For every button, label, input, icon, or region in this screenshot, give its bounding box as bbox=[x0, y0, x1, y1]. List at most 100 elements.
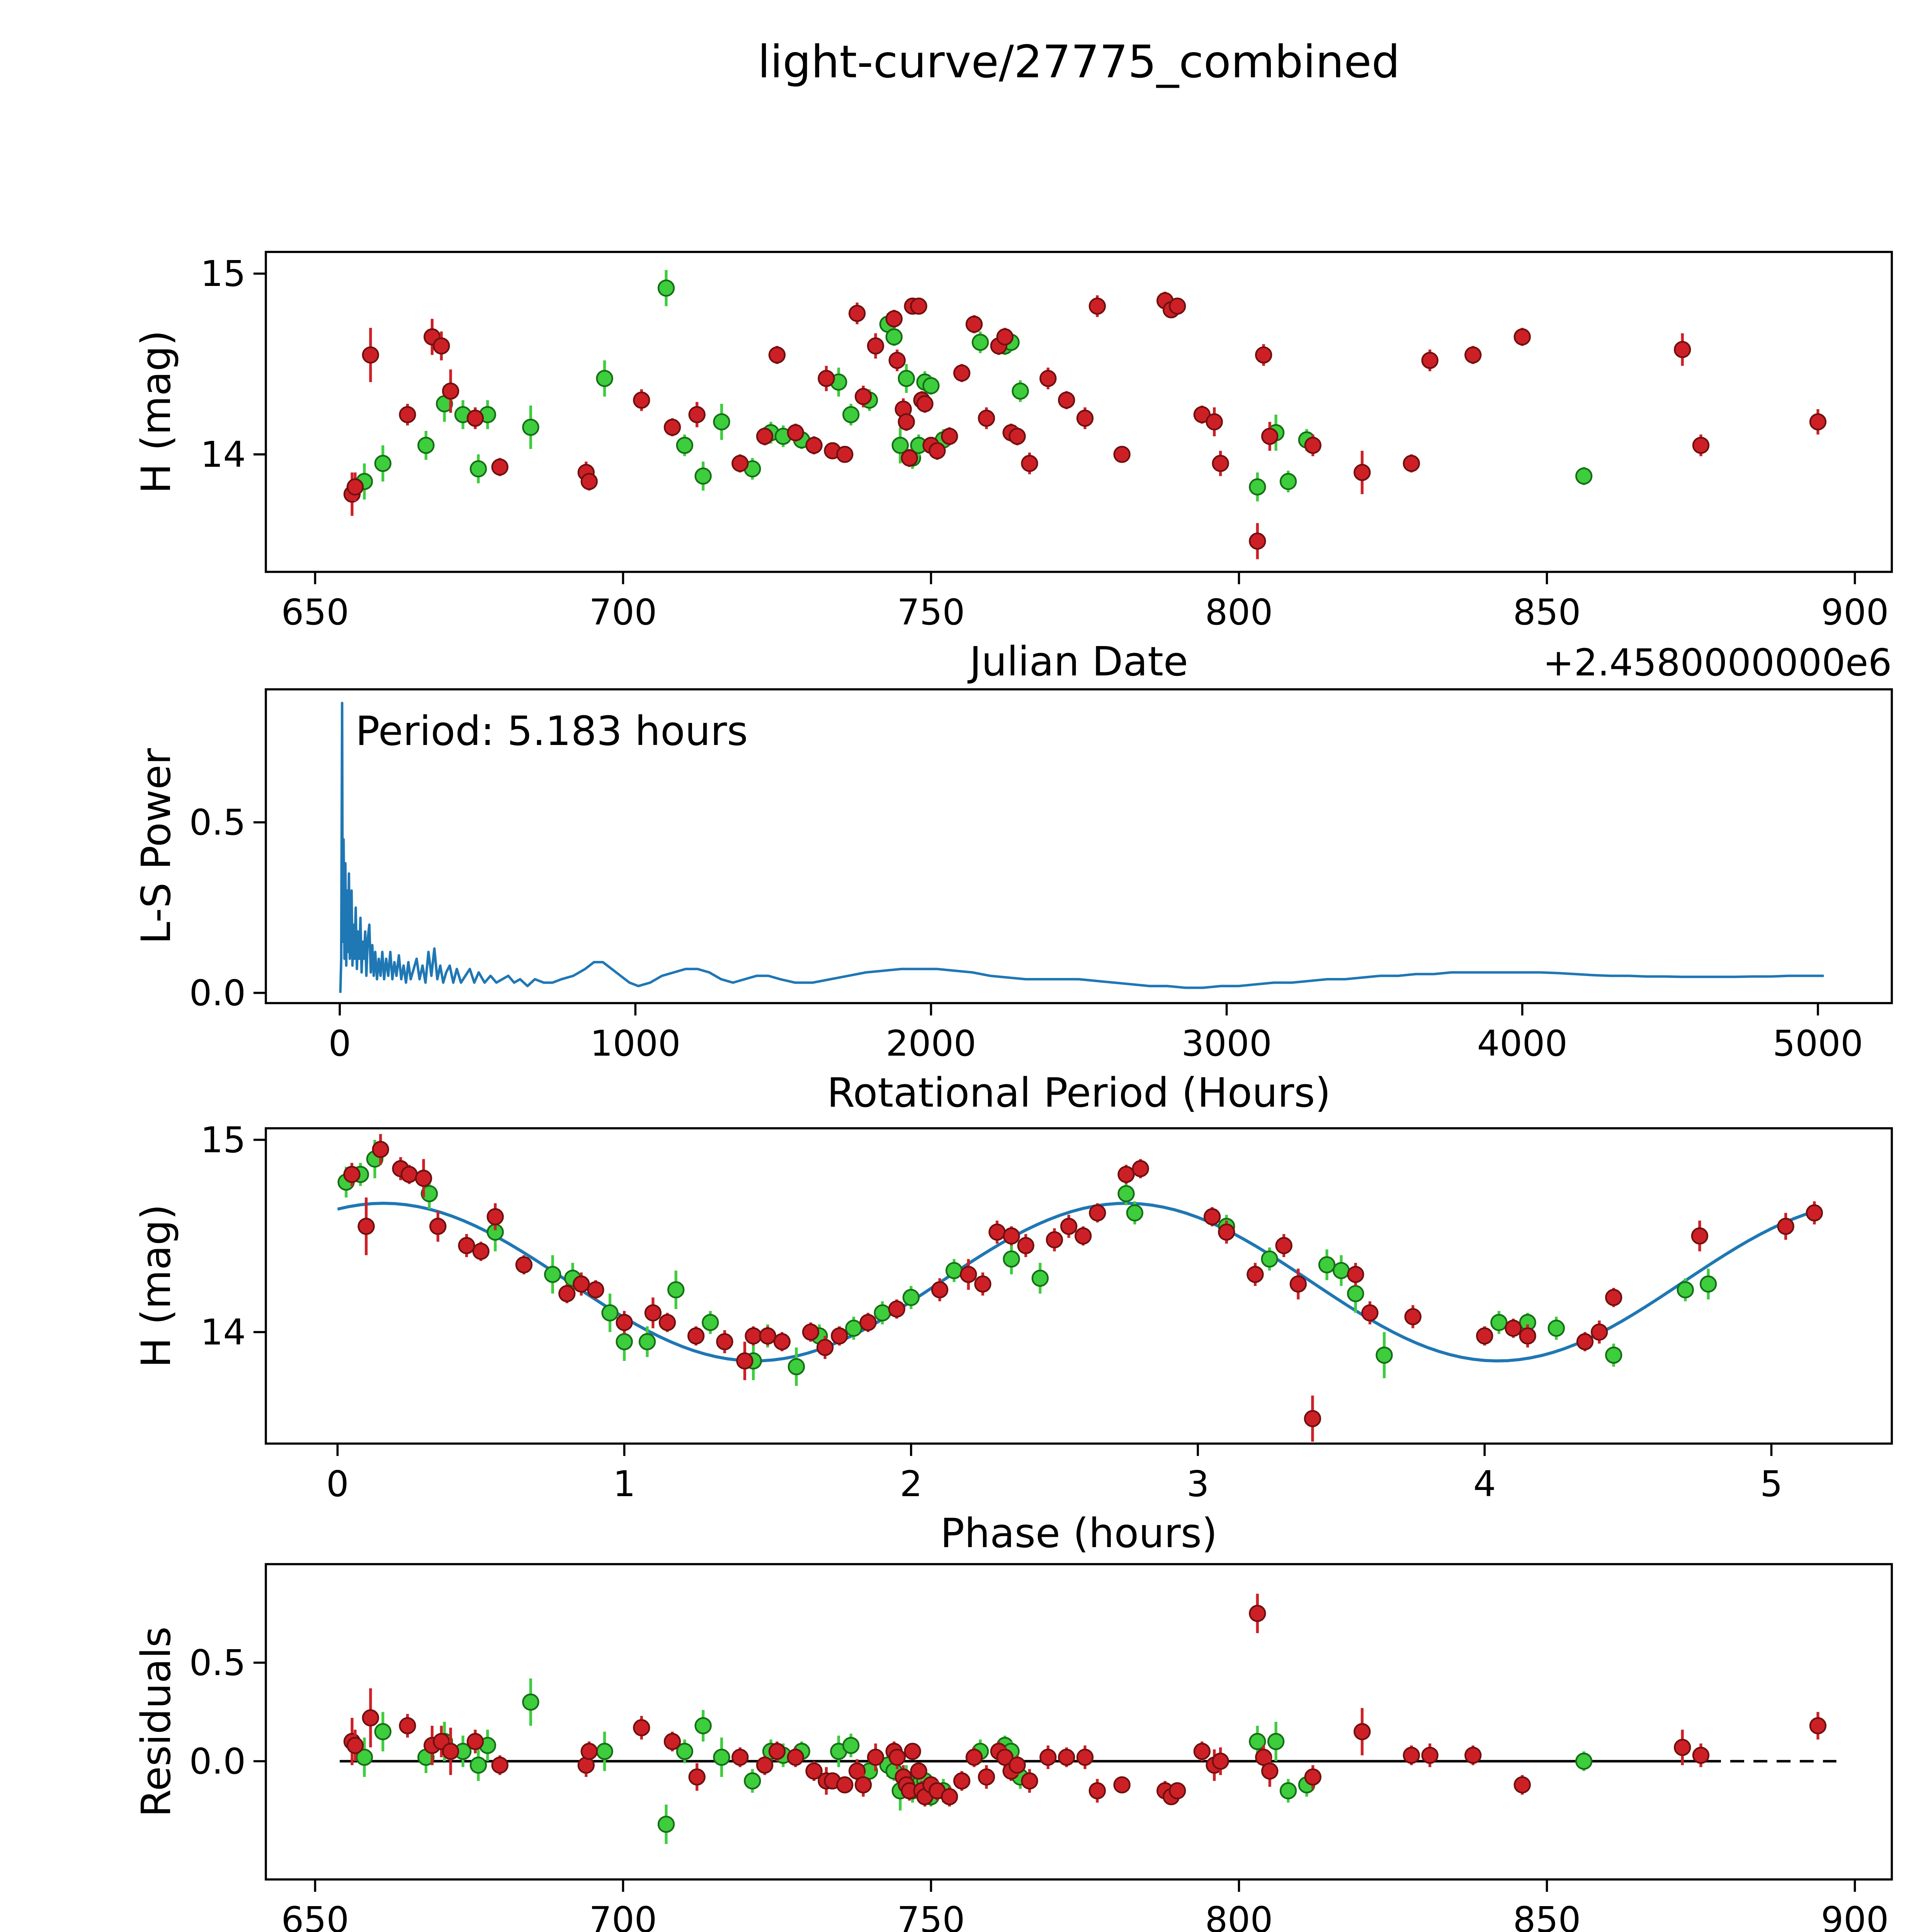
data-point bbox=[1275, 1237, 1293, 1254]
data-point bbox=[859, 1314, 877, 1331]
data-point bbox=[1058, 391, 1075, 409]
x-tick-label: 650 bbox=[281, 592, 349, 633]
data-point bbox=[1464, 346, 1482, 364]
data-point bbox=[1519, 1327, 1536, 1345]
data-point bbox=[1046, 1231, 1063, 1248]
data-point bbox=[399, 1717, 416, 1735]
x-tick-label: 2 bbox=[900, 1463, 923, 1505]
data-point bbox=[667, 1281, 685, 1299]
data-point bbox=[1076, 1748, 1094, 1766]
data-point bbox=[1279, 1782, 1297, 1799]
data-point bbox=[978, 1768, 995, 1786]
data-point bbox=[971, 333, 989, 351]
x-tick-label: 4 bbox=[1473, 1463, 1496, 1505]
data-point bbox=[818, 370, 835, 387]
data-point bbox=[1193, 1743, 1211, 1760]
data-point bbox=[1039, 370, 1057, 387]
data-point bbox=[787, 1358, 805, 1376]
data-point bbox=[929, 442, 946, 459]
data-point bbox=[687, 1327, 705, 1345]
data-point bbox=[644, 1304, 662, 1321]
data-point bbox=[466, 1733, 484, 1750]
y-axis-label: H (mag) bbox=[133, 330, 180, 493]
data-point bbox=[1590, 1323, 1608, 1341]
data-point bbox=[898, 370, 915, 387]
data-point bbox=[731, 1748, 749, 1766]
data-point bbox=[1809, 1717, 1827, 1735]
data-point bbox=[885, 310, 903, 328]
data-point bbox=[845, 1320, 862, 1337]
data-point bbox=[759, 1327, 776, 1345]
data-point bbox=[768, 346, 786, 364]
data-point bbox=[362, 1709, 379, 1726]
y-tick-label: 0.0 bbox=[189, 1741, 246, 1782]
data-point bbox=[1074, 1227, 1092, 1245]
data-point bbox=[1490, 1314, 1508, 1331]
data-point bbox=[1304, 1410, 1321, 1427]
data-point bbox=[694, 467, 712, 485]
data-point bbox=[731, 455, 749, 472]
data-point bbox=[343, 1166, 361, 1183]
data-point bbox=[1113, 1776, 1131, 1794]
data-point bbox=[1009, 427, 1026, 445]
data-point bbox=[1576, 1333, 1594, 1350]
data-point bbox=[1332, 1262, 1350, 1279]
data-point bbox=[805, 1762, 823, 1780]
data-point bbox=[965, 315, 983, 333]
data-point bbox=[1012, 383, 1029, 400]
data-point bbox=[633, 391, 650, 409]
data-point bbox=[1605, 1346, 1622, 1364]
x-tick-label: 800 bbox=[1205, 1899, 1273, 1932]
data-point bbox=[1088, 1782, 1106, 1799]
series-red bbox=[343, 291, 1827, 560]
data-point bbox=[1575, 467, 1593, 485]
data-point bbox=[657, 279, 675, 297]
data-point bbox=[522, 418, 539, 436]
axes-frame bbox=[265, 688, 1893, 1004]
data-point bbox=[1249, 1733, 1266, 1750]
data-point bbox=[694, 1717, 712, 1735]
data-point bbox=[596, 370, 613, 387]
data-point bbox=[1404, 1308, 1422, 1325]
data-point bbox=[802, 1323, 820, 1341]
y-axis-label: Residuals bbox=[133, 1626, 180, 1817]
x-tick-label: 850 bbox=[1513, 592, 1581, 633]
data-point bbox=[374, 1723, 392, 1740]
data-point bbox=[491, 458, 509, 476]
data-point bbox=[1203, 1208, 1221, 1226]
data-point bbox=[663, 1733, 681, 1750]
data-point bbox=[1031, 1269, 1049, 1287]
data-point bbox=[1809, 413, 1827, 430]
data-point bbox=[996, 328, 1014, 346]
data-point bbox=[842, 1737, 860, 1754]
data-point bbox=[1575, 1752, 1593, 1770]
y-tick-label: 15 bbox=[201, 253, 246, 294]
data-point bbox=[1039, 1748, 1057, 1766]
data-point bbox=[1206, 413, 1223, 430]
data-point bbox=[1354, 464, 1371, 481]
x-axis-label: Julian Date bbox=[967, 638, 1188, 685]
y-axis-label: L-S Power bbox=[133, 748, 180, 944]
data-point bbox=[1289, 1275, 1307, 1293]
data-point bbox=[1168, 298, 1186, 315]
data-point bbox=[1076, 410, 1094, 427]
data-point bbox=[1117, 1185, 1135, 1202]
data-point bbox=[1777, 1218, 1794, 1235]
data-point bbox=[1261, 427, 1279, 445]
data-point bbox=[787, 424, 804, 441]
data-point bbox=[898, 413, 915, 430]
data-point bbox=[400, 1166, 418, 1183]
x-tick-label: 700 bbox=[589, 592, 657, 633]
x-tick-label: 800 bbox=[1205, 592, 1273, 633]
data-point bbox=[1088, 298, 1106, 315]
axes-frame bbox=[265, 1563, 1893, 1881]
data-point bbox=[1421, 352, 1439, 369]
data-point bbox=[816, 1339, 834, 1356]
data-point bbox=[1255, 346, 1272, 364]
data-point bbox=[941, 1788, 958, 1805]
data-point bbox=[1304, 437, 1321, 454]
data-point bbox=[1009, 1757, 1026, 1774]
data-point bbox=[357, 1218, 375, 1235]
data-point bbox=[616, 1333, 633, 1350]
